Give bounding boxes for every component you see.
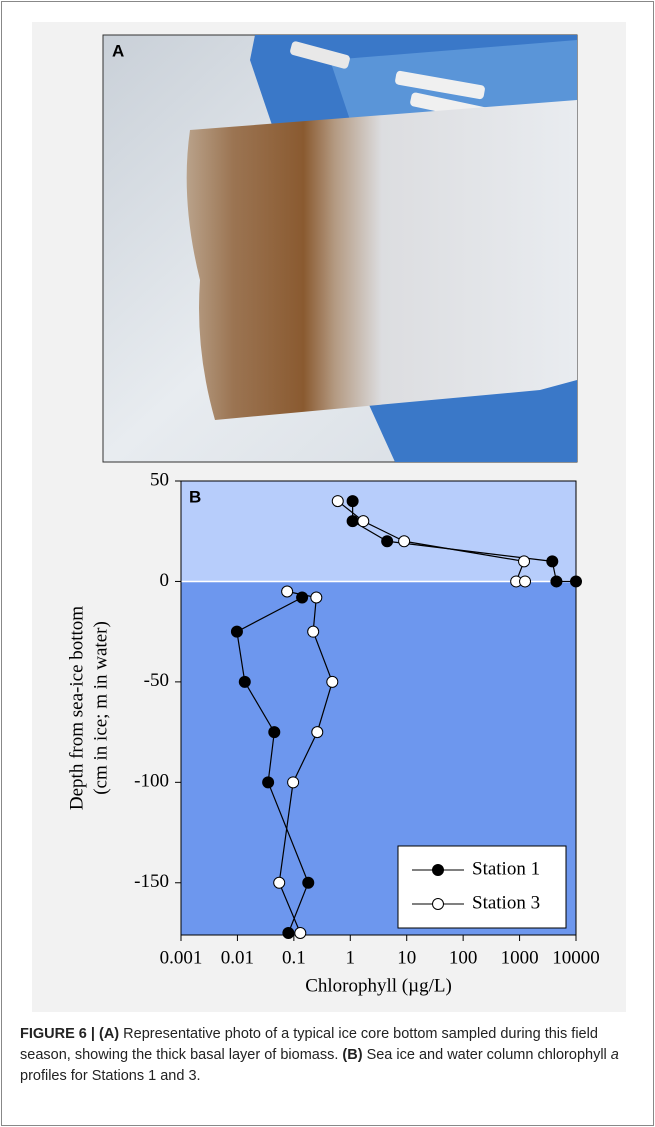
- x-axis-label: Chlorophyll (µg/L): [305, 975, 452, 996]
- legend-marker: [432, 898, 444, 910]
- data-point: [519, 575, 532, 588]
- x-tick-label: 1000: [501, 947, 539, 968]
- data-point: [230, 625, 243, 638]
- shaded-region: [181, 481, 576, 582]
- data-point: [357, 515, 370, 528]
- x-tick-label: 0.01: [221, 947, 254, 968]
- data-point: [310, 591, 323, 604]
- data-point: [296, 591, 309, 604]
- data-point: [398, 535, 411, 548]
- data-point: [287, 776, 300, 789]
- data-point: [346, 495, 359, 508]
- plot-frame: [180, 480, 577, 936]
- y-tick-label: -50: [144, 670, 169, 691]
- legend-box: [397, 845, 567, 929]
- x-tick-label: 1: [346, 947, 356, 968]
- data-point: [282, 926, 295, 939]
- data-point: [381, 535, 394, 548]
- x-tick-label: 100: [449, 947, 478, 968]
- data-point: [346, 515, 359, 528]
- legend-label: Station 1: [472, 858, 540, 879]
- data-point: [273, 876, 286, 889]
- data-point: [238, 675, 251, 688]
- panel-label: A: [112, 41, 124, 60]
- legend-label: Station 3: [472, 892, 540, 913]
- caption-text: a: [610, 1047, 619, 1063]
- legend-marker: [432, 864, 444, 876]
- y-axis-label: (cm in ice; m in water): [90, 621, 111, 795]
- x-tick-label: 0.001: [160, 947, 203, 968]
- data-point: [268, 726, 281, 739]
- y-tick-label: -100: [134, 771, 169, 792]
- data-point: [311, 726, 324, 739]
- caption-text: (B): [342, 1047, 363, 1063]
- caption-text: FIGURE 6 | (A): [20, 1026, 120, 1042]
- data-point: [550, 575, 563, 588]
- data-point: [518, 555, 531, 568]
- caption-text: profiles for Stations 1 and 3.: [20, 1068, 201, 1084]
- caption: FIGURE 6 | (A) Representative photo of a…: [20, 1024, 640, 1087]
- data-point: [570, 575, 582, 588]
- caption-text: Sea ice and water column chlorophyll: [362, 1047, 611, 1063]
- x-tick-label: 10: [397, 947, 416, 968]
- data-point: [302, 876, 315, 889]
- data-point: [307, 625, 320, 638]
- panel-label: B: [189, 487, 201, 506]
- data-point: [546, 555, 559, 568]
- y-tick-label: -150: [134, 871, 169, 892]
- x-tick-label: 10000: [552, 947, 600, 968]
- y-tick-label: 50: [150, 469, 169, 490]
- x-tick-label: 0.1: [282, 947, 306, 968]
- data-point: [262, 776, 275, 789]
- photo: [102, 34, 578, 463]
- caption-text: Representative photo of a typical ice co…: [20, 1026, 598, 1063]
- data-point: [281, 585, 294, 598]
- y-axis-label: Depth from sea-ice bottom: [66, 606, 87, 810]
- y-tick-label: 0: [160, 570, 170, 591]
- data-point: [331, 495, 344, 508]
- data-point: [294, 926, 307, 939]
- data-point: [326, 675, 339, 688]
